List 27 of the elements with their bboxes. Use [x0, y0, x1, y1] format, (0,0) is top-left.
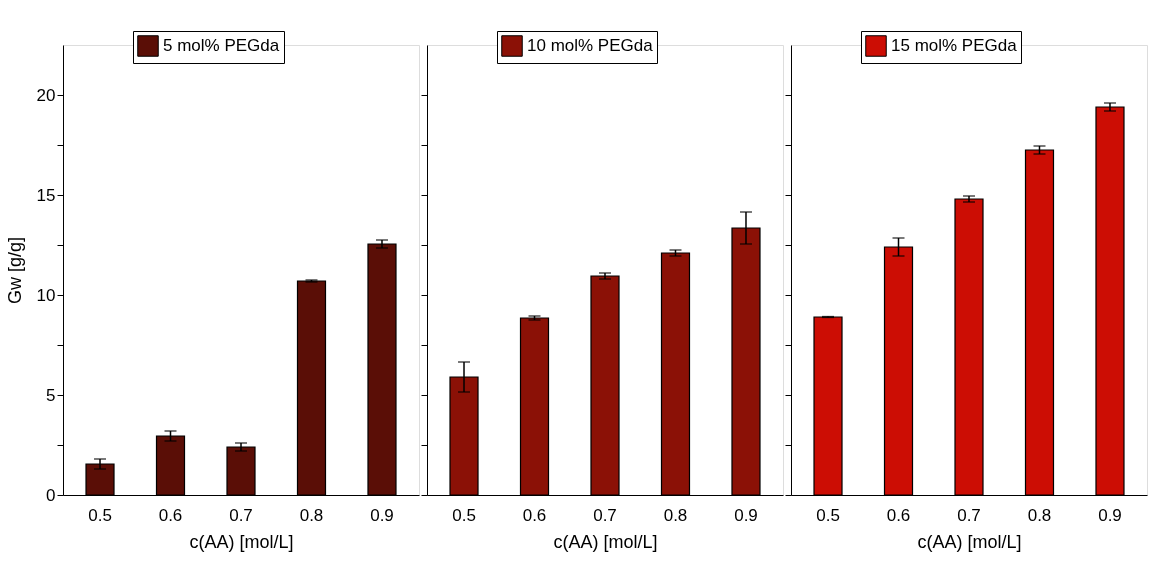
- x-tick-label: 0.9: [1098, 505, 1122, 525]
- x-tick-label: 0.7: [229, 505, 253, 525]
- y-tick-label: 5: [46, 385, 56, 405]
- y-tick-label: 10: [36, 285, 56, 305]
- x-tick-label: 0.9: [370, 505, 394, 525]
- y-tick-label: 15: [36, 185, 56, 205]
- x-tick-label: 0.8: [663, 505, 688, 525]
- x-tick-label: 0.9: [734, 505, 758, 525]
- legend-label: 5 mol% PEGda: [163, 36, 280, 55]
- x-tick-label: 0.5: [816, 505, 840, 525]
- x-tick-label: 0.7: [957, 505, 981, 525]
- x-tick-label: 0.5: [452, 505, 476, 525]
- x-tick-label: 0.6: [522, 505, 547, 525]
- x-tick-label: 0.6: [158, 505, 183, 525]
- y-tick-label: 20: [36, 85, 56, 105]
- y-tick-label: 0: [46, 485, 56, 505]
- legend-label: 10 mol% PEGda: [527, 36, 654, 55]
- legend-label: 15 mol% PEGda: [891, 36, 1018, 55]
- x-axis-title: c(AA) [mol/L]: [917, 531, 1022, 552]
- y-axis-title: Gw [g/g]: [4, 236, 25, 305]
- x-axis-title: c(AA) [mol/L]: [553, 531, 658, 552]
- x-tick-label: 0.8: [299, 505, 324, 525]
- x-tick-label: 0.8: [1027, 505, 1052, 525]
- x-tick-label: 0.6: [886, 505, 911, 525]
- x-tick-label: 0.7: [593, 505, 617, 525]
- x-tick-label: 0.5: [88, 505, 112, 525]
- x-axis-title: c(AA) [mol/L]: [189, 531, 294, 552]
